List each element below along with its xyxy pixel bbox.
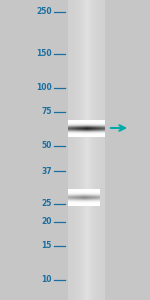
Text: 250: 250 <box>36 8 52 16</box>
Text: 15: 15 <box>42 242 52 250</box>
Text: 100: 100 <box>36 83 52 92</box>
Text: 50: 50 <box>42 142 52 151</box>
Text: 37: 37 <box>41 167 52 176</box>
Text: 150: 150 <box>36 50 52 58</box>
Text: 25: 25 <box>42 200 52 208</box>
Text: 10: 10 <box>42 275 52 284</box>
Text: 75: 75 <box>42 107 52 116</box>
Text: 20: 20 <box>42 218 52 226</box>
